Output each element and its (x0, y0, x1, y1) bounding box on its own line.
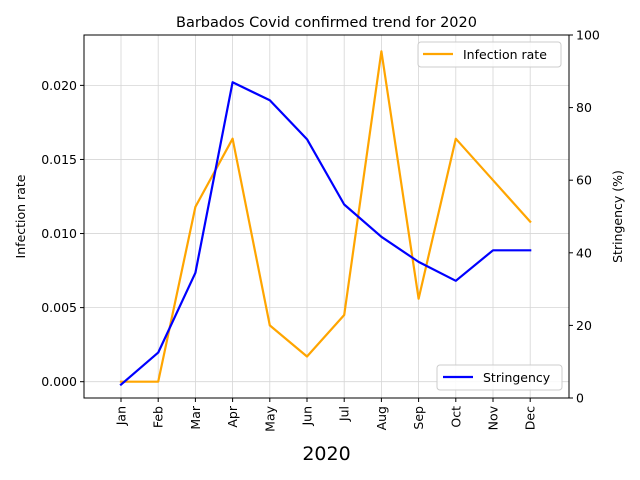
right-tick-label: 60 (576, 173, 592, 188)
left-tick-label: 0.020 (41, 78, 77, 93)
grid (84, 35, 569, 398)
x-tick-label: Feb (151, 406, 166, 428)
right-tick-label: 0 (576, 391, 584, 406)
plot-frame (83, 34, 570, 399)
legend-box (436, 364, 563, 391)
series-lines (119, 50, 532, 387)
x-axis-label: 2020 (302, 443, 350, 465)
x-tick-label: Jan (114, 406, 129, 426)
legend-infection-rate-label: Infection rate (463, 47, 547, 62)
legend-stringency-label: Stringency (483, 370, 551, 385)
legend-infection-rate: Infection rate (417, 41, 562, 68)
left-tick-label: 0.005 (41, 300, 77, 315)
x-tick-label: Jul (337, 406, 352, 422)
x-tick-label: Jun (300, 406, 315, 427)
x-tick-label: Nov (486, 405, 501, 430)
x-tick-label: Dec (523, 406, 538, 430)
x-tick-label: Sep (411, 406, 426, 430)
right-tick-label: 80 (576, 100, 592, 115)
left-tick-label: 0.010 (41, 226, 77, 241)
x-tick-label: Oct (448, 406, 463, 428)
left-tick-label: 0.000 (41, 374, 77, 389)
x-tick-label: Mar (188, 405, 203, 429)
right-axis: 0 20 40 60 80 100 (569, 28, 600, 406)
x-tick-label: Apr (225, 405, 240, 427)
x-tick-label: May (262, 405, 277, 431)
series-line-infection-rate (119, 50, 532, 383)
right-tick-label: 40 (576, 245, 592, 260)
x-axis: Jan Feb Mar Apr May Jun Jul Aug Sep Oct Nov Dec (114, 398, 538, 432)
legend-box (417, 41, 562, 68)
series-line-stringency (119, 81, 532, 387)
left-axis: 0.000 0.005 0.010 0.015 0.020 (41, 78, 84, 389)
left-axis-label: Infection rate (13, 174, 28, 258)
right-axis-label: Stringency (%) (610, 170, 625, 263)
right-tick-label: 20 (576, 318, 592, 333)
chart-title: Barbados Covid confirmed trend for 2020 (176, 15, 477, 31)
x-tick-label: Aug (374, 406, 389, 430)
right-tick-label: 100 (576, 28, 600, 43)
left-tick-label: 0.015 (41, 152, 77, 167)
legend-stringency: Stringency (436, 364, 563, 391)
